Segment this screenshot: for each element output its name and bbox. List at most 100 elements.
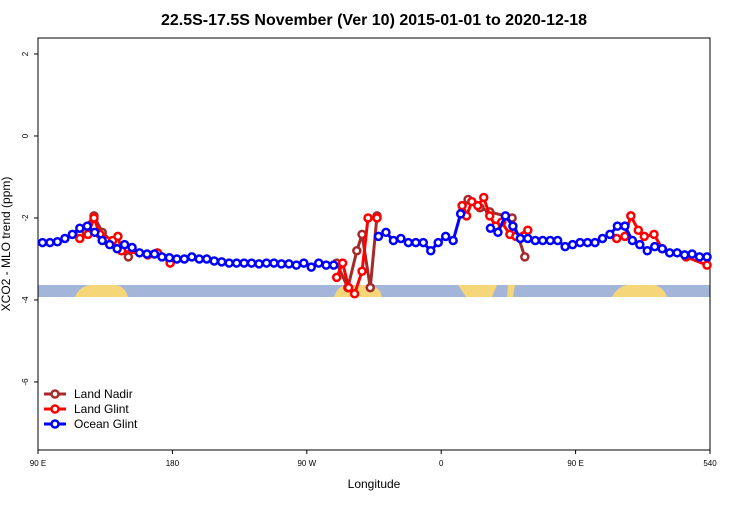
point [411, 237, 421, 248]
point [321, 260, 331, 270]
point [433, 237, 443, 248]
point [246, 258, 257, 268]
point [209, 256, 219, 266]
point [679, 250, 690, 260]
point [467, 196, 477, 207]
point [672, 248, 682, 258]
point [52, 236, 63, 247]
point [89, 213, 99, 223]
series-line [79, 194, 708, 297]
point [530, 235, 541, 246]
point [276, 259, 287, 269]
point [119, 239, 130, 250]
point [702, 252, 712, 262]
point [113, 231, 123, 242]
point [552, 235, 563, 246]
point [201, 254, 212, 264]
point [664, 248, 675, 258]
point [224, 258, 234, 268]
point [612, 221, 623, 231]
point [254, 259, 264, 269]
y-tick-label: 0 [21, 133, 30, 138]
point [313, 258, 324, 268]
point [508, 221, 518, 231]
point [418, 237, 429, 248]
point [127, 242, 137, 253]
point [352, 246, 362, 256]
point [299, 258, 309, 268]
y-tick-label: -4 [21, 296, 30, 304]
point [75, 223, 85, 233]
point [448, 235, 458, 246]
point [473, 200, 483, 211]
point [82, 221, 93, 231]
chart-title: 22.5S-17.5S November (Ver 10) 2015-01-01… [161, 12, 587, 29]
point [642, 246, 653, 256]
y-tick-label: 2 [21, 51, 30, 56]
point [523, 233, 533, 244]
x-tick-label: 90 W [297, 459, 316, 468]
point [633, 225, 644, 236]
point [479, 192, 489, 203]
point [331, 272, 342, 283]
point [403, 237, 414, 248]
point [639, 231, 650, 242]
point [60, 233, 70, 244]
y-axis-label: XCO2 - MLO trend (ppm) [0, 177, 13, 312]
point [343, 282, 354, 293]
point [590, 237, 600, 248]
point [500, 211, 511, 221]
point [523, 225, 533, 236]
point [425, 246, 436, 256]
point [537, 235, 548, 246]
land-patch [612, 285, 667, 297]
point [357, 266, 367, 277]
point [231, 258, 242, 268]
legend-label: Land Glint [74, 402, 129, 416]
point [611, 233, 622, 244]
x-axis-label: Longitude [348, 477, 401, 491]
point [372, 213, 382, 223]
land-patch [458, 285, 497, 297]
land-patch [75, 285, 128, 297]
point [373, 231, 384, 242]
point [261, 258, 272, 268]
point [440, 231, 451, 242]
land-mask [38, 285, 710, 297]
point [649, 241, 660, 252]
point [520, 252, 530, 262]
point [291, 260, 302, 270]
point [687, 249, 697, 259]
legend-marker [50, 419, 60, 429]
point [493, 227, 503, 238]
point [575, 237, 585, 248]
point [149, 249, 160, 259]
point [112, 243, 122, 254]
point [657, 243, 667, 254]
point [626, 211, 636, 221]
point [455, 209, 466, 219]
point [239, 258, 249, 268]
point [104, 239, 115, 250]
point [269, 258, 279, 268]
point [187, 252, 197, 262]
point [172, 254, 182, 264]
legend-label: Ocean Glint [74, 417, 138, 431]
point [649, 229, 659, 240]
point [179, 254, 190, 264]
point [381, 227, 391, 238]
point [216, 257, 227, 267]
point [365, 282, 376, 293]
point [388, 235, 399, 246]
point [484, 211, 495, 221]
point [89, 227, 100, 238]
x-tick-label: 90 E [567, 459, 583, 468]
point [515, 233, 526, 244]
point [349, 289, 360, 299]
y-tick-label: -2 [21, 214, 30, 222]
point [306, 262, 317, 272]
point [545, 235, 555, 246]
point [123, 252, 134, 262]
point [627, 235, 638, 246]
